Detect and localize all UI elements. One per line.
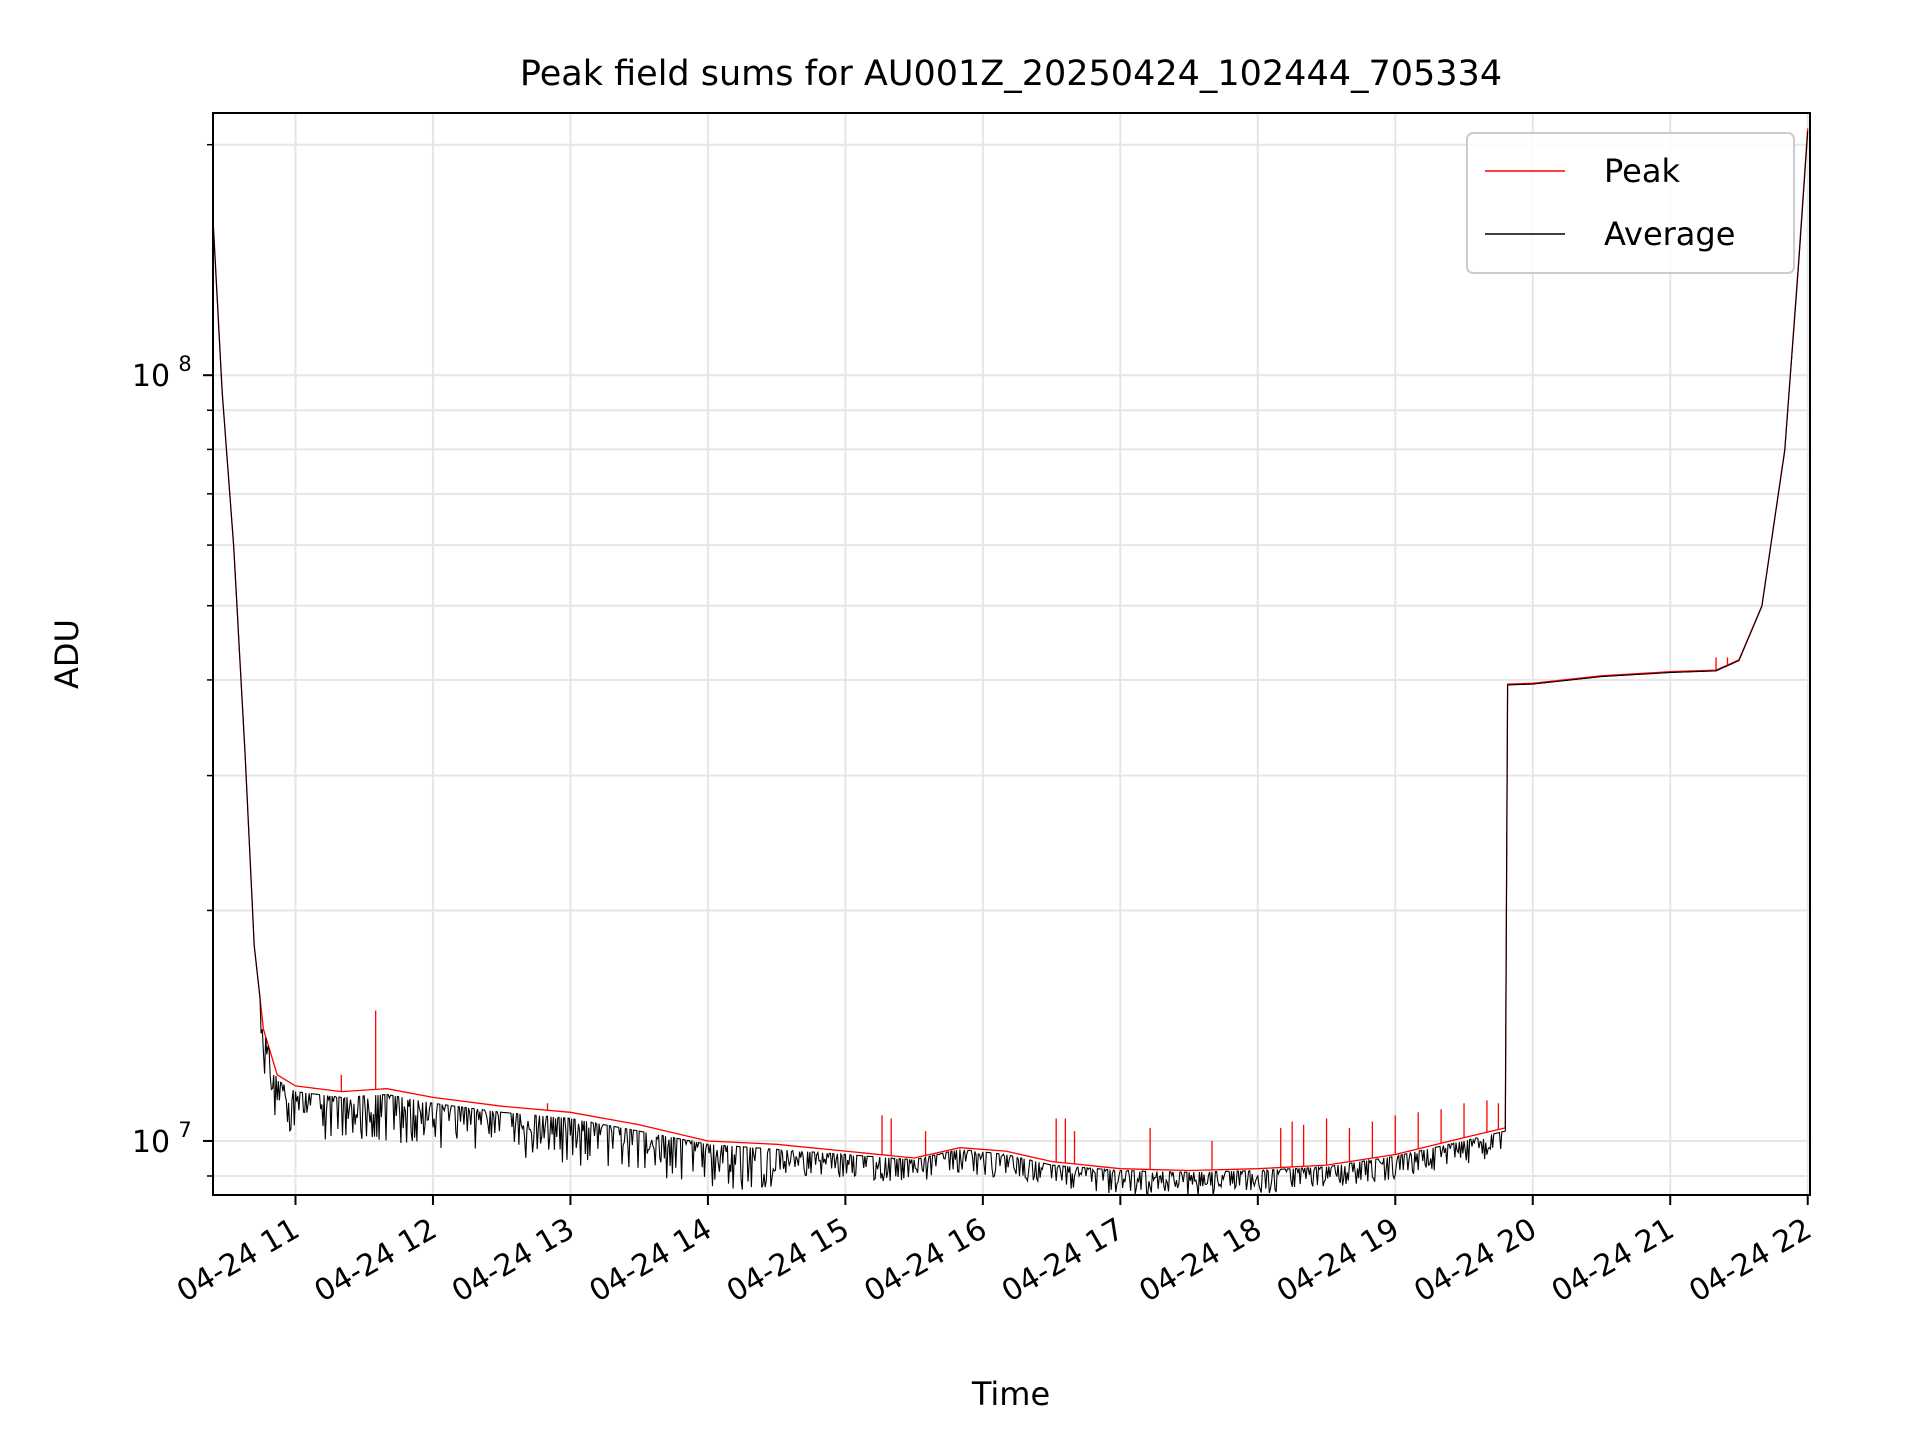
chart-title: Peak field sums for AU001Z_20250424_1024…: [520, 54, 1502, 94]
y-tick-label: 10: [132, 359, 170, 394]
legend-peak-label: Peak: [1604, 152, 1680, 190]
legend: Peak Average: [1466, 132, 1795, 274]
y-tick-label: 10: [132, 1125, 170, 1160]
legend-box: [1466, 132, 1795, 274]
legend-average-label: Average: [1604, 215, 1735, 253]
grid: [213, 113, 1810, 1195]
series-average-line: [212, 131, 1809, 1197]
y-tick-label-exponent: 8: [178, 352, 191, 376]
series-peak-line: [212, 128, 1809, 1172]
y-axis-label: ADU: [48, 619, 86, 689]
x-axis-label: Time: [971, 1375, 1050, 1413]
plot-frame: [212, 112, 1811, 1196]
y-tick-label-exponent: 7: [178, 1118, 191, 1142]
series-layer: [212, 128, 1809, 1197]
